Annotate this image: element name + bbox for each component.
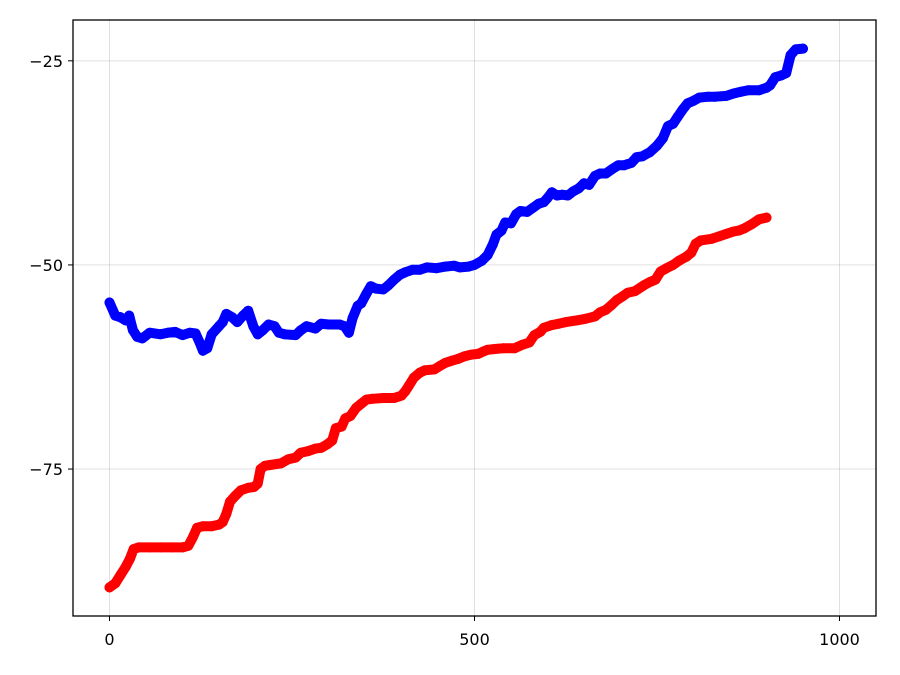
data-point [761, 212, 772, 223]
data-point [166, 542, 177, 553]
data-point [327, 435, 338, 446]
data-point [124, 310, 135, 321]
x-tick-label: 500 [459, 630, 490, 649]
data-point [487, 239, 498, 250]
data-point [217, 517, 228, 528]
data-point [206, 329, 217, 340]
data-point [498, 343, 509, 354]
data-point [316, 318, 327, 329]
data-point [571, 315, 582, 326]
data-point [187, 532, 198, 543]
data-point [301, 321, 312, 332]
data-point [221, 508, 232, 519]
data-point [496, 225, 507, 236]
data-point [144, 327, 155, 338]
data-point [652, 140, 662, 151]
data-point [190, 328, 201, 339]
data-point [637, 151, 648, 162]
data-point [133, 542, 144, 553]
data-point [739, 223, 750, 234]
y-tick-label: −25 [29, 52, 63, 71]
data-point [110, 578, 121, 589]
data-point [336, 421, 347, 432]
data-point [482, 344, 493, 355]
data-point [361, 288, 372, 299]
data-point [743, 85, 754, 96]
data-point [650, 274, 661, 285]
x-tick-label: 0 [104, 630, 114, 649]
data-point [440, 261, 451, 272]
data-point [243, 305, 254, 316]
data-point [120, 562, 131, 572]
x-tick-labels: 0 500 1000 [104, 630, 859, 649]
data-point [584, 179, 595, 190]
data-point [419, 365, 430, 376]
data-point [248, 321, 259, 332]
data-point [232, 317, 243, 328]
data-point [710, 91, 721, 102]
data-point [276, 458, 287, 469]
data-point [580, 313, 591, 324]
data-point [155, 542, 166, 553]
data-point [323, 319, 334, 330]
data-point [673, 255, 684, 266]
data-point [162, 327, 173, 338]
data-point [183, 540, 194, 551]
data-point [703, 91, 714, 102]
data-point [403, 380, 414, 391]
data-point [197, 521, 208, 532]
data-point [279, 329, 290, 340]
data-point [798, 43, 808, 54]
series-1 [104, 43, 808, 356]
data-point [265, 460, 276, 470]
data-point [765, 80, 776, 91]
data-point [454, 262, 465, 273]
x-tick-label: 1000 [819, 630, 860, 649]
data-point [104, 297, 115, 308]
data-point [370, 283, 381, 294]
data-point [252, 478, 263, 489]
data-point [686, 247, 697, 258]
data-point [644, 147, 655, 158]
data-point [422, 262, 433, 273]
data-point [746, 219, 757, 230]
data-point [489, 344, 500, 354]
y-tick-labels: −25 −50 −75 [29, 52, 63, 479]
data-point [137, 333, 148, 344]
data-point [694, 92, 705, 103]
data-point [124, 553, 135, 564]
data-point [407, 264, 418, 275]
data-point [345, 411, 356, 421]
data-point [378, 393, 389, 403]
data-point [217, 317, 228, 328]
data-point [469, 259, 480, 270]
data-point [144, 542, 155, 553]
data-point [790, 44, 801, 55]
data-point [367, 393, 378, 404]
data-point [347, 313, 358, 323]
tick-marks [68, 60, 840, 621]
series-line [104, 212, 772, 593]
data-point [672, 112, 683, 123]
data-point [356, 298, 367, 309]
data-point [431, 263, 442, 274]
series-group [104, 43, 808, 593]
data-point [482, 250, 493, 261]
y-tick-label: −50 [29, 256, 63, 275]
data-point [524, 337, 535, 348]
data-point [630, 286, 641, 297]
data-point [202, 343, 213, 354]
data-point [781, 68, 792, 79]
data-point [560, 317, 571, 328]
data-point [343, 327, 354, 338]
data-point [506, 218, 516, 229]
data-point [695, 235, 706, 246]
y-tick-label: −75 [29, 460, 63, 479]
data-point [657, 133, 668, 144]
series-2 [104, 212, 772, 593]
data-point [115, 570, 126, 581]
